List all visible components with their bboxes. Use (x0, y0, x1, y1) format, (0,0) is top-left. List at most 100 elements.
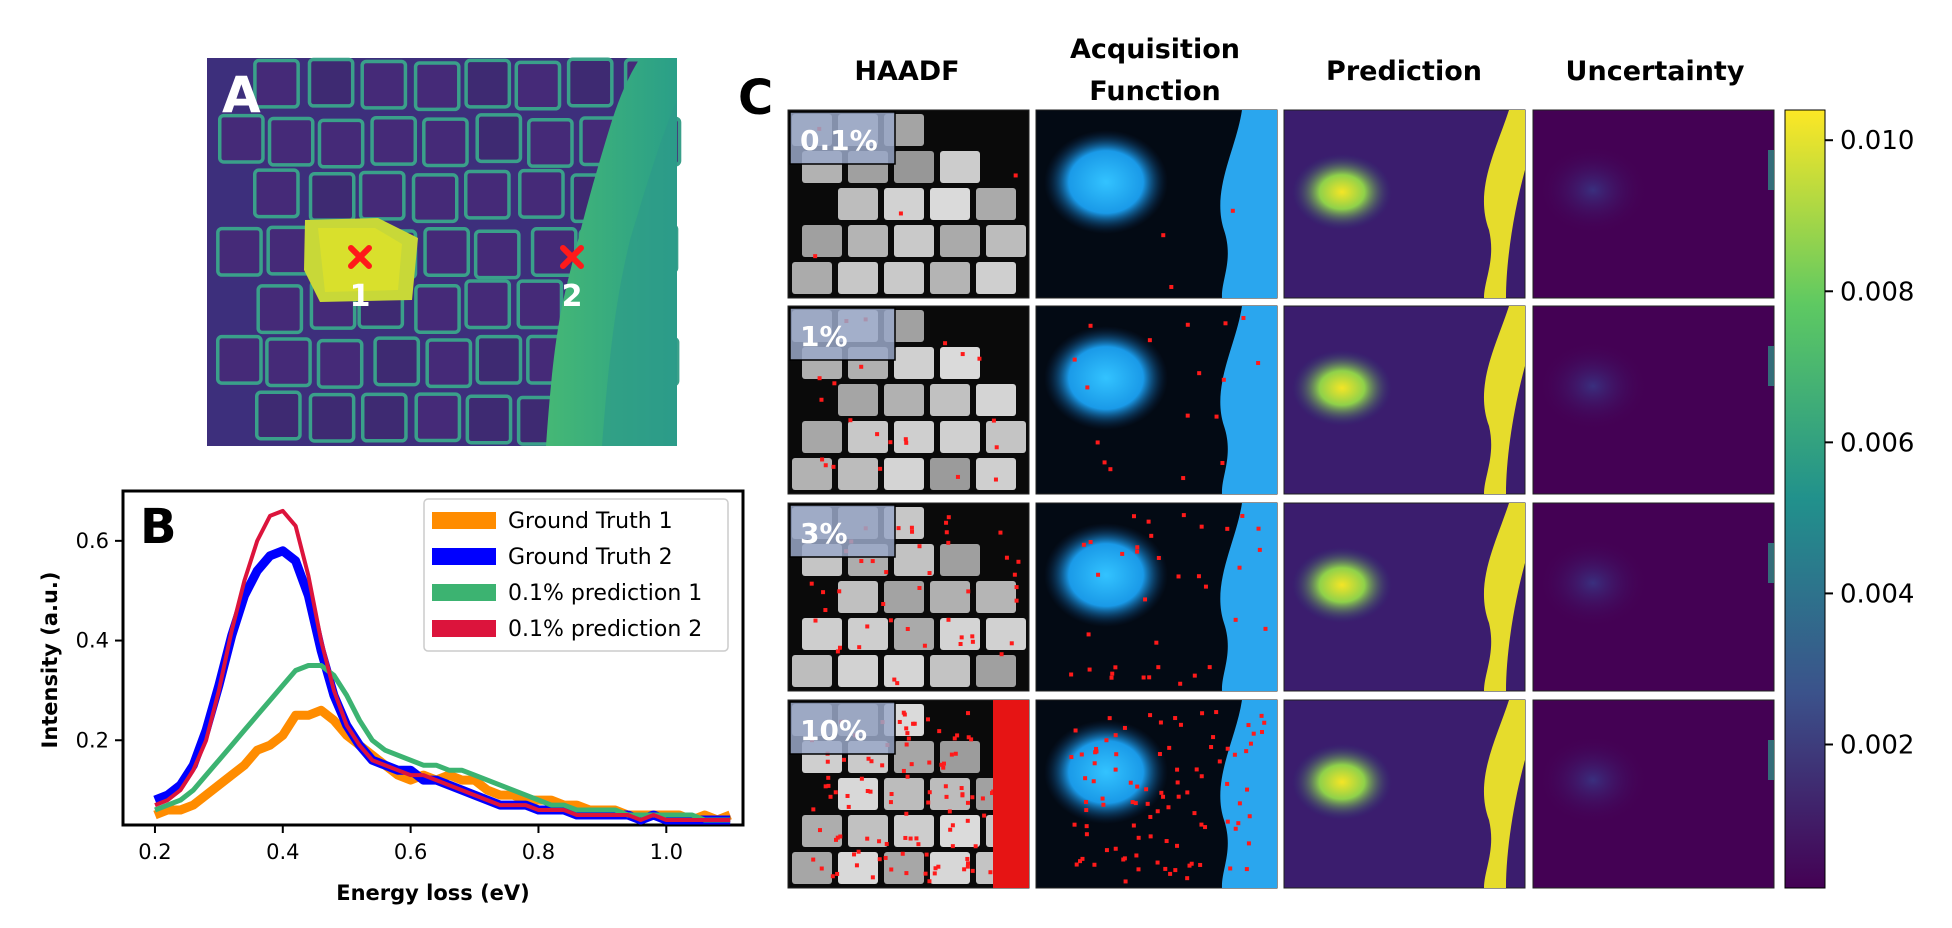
sample-point (1192, 673, 1197, 678)
sample-point (970, 795, 975, 800)
sample-point (877, 839, 882, 844)
sample-point (1100, 796, 1105, 801)
panel-c-letter: C (738, 70, 773, 126)
sample-point (820, 457, 825, 462)
sample-point (966, 589, 971, 594)
nanocube (475, 334, 523, 385)
sample-point (965, 861, 970, 866)
haadf-cube (930, 581, 970, 613)
sample-point (1181, 476, 1186, 481)
sample-point (1176, 574, 1181, 579)
haadf-cube (848, 421, 888, 453)
sample-point (1225, 746, 1230, 751)
colorbar-gradient (1784, 109, 1826, 889)
uncertainty-image (1532, 699, 1775, 889)
sample-point (1161, 233, 1166, 238)
row-label: 0.1% (800, 124, 878, 157)
nanocube (267, 116, 315, 167)
haadf-cube (976, 581, 1016, 613)
sample-point (1113, 767, 1118, 772)
sample-point (941, 761, 946, 766)
chart-ylabel: Intensity (a.u.) (38, 571, 62, 748)
sample-point (946, 617, 951, 622)
sample-point (1148, 814, 1153, 819)
nanocube (253, 58, 300, 109)
sample-point (865, 836, 870, 841)
haadf-cube (838, 852, 878, 884)
haadf-cube (792, 262, 832, 294)
sample-point (955, 733, 960, 738)
haadf-cube (940, 815, 980, 847)
sample-point (1147, 338, 1152, 343)
sample-point (1259, 713, 1264, 718)
prediction-edge (1483, 700, 1525, 888)
sample-point (1131, 514, 1136, 519)
sample-point (832, 381, 837, 386)
sample-point (1247, 814, 1252, 819)
sample-point (1113, 846, 1118, 851)
sample-point (969, 737, 974, 742)
sample-point (865, 624, 870, 629)
sample-point (1148, 713, 1153, 718)
sample-point (1084, 799, 1089, 804)
sample-point (1130, 800, 1135, 805)
nanocube (255, 390, 302, 441)
uncertainty-image (1532, 109, 1775, 299)
sample-point (898, 211, 903, 216)
column-title-function: Function (1089, 76, 1220, 107)
haadf-cube (986, 421, 1026, 453)
sample-point (857, 645, 862, 650)
uncertainty-edge (1768, 543, 1774, 583)
sample-point (859, 776, 864, 781)
series-line-4 (154, 508, 731, 822)
sampled-edge (993, 700, 1029, 888)
column-title-haadf: HAADF (854, 56, 959, 87)
haadf-cube (894, 741, 934, 773)
sample-point (1198, 862, 1203, 867)
sample-point (905, 731, 910, 736)
sample-point (842, 757, 847, 762)
sample-point (952, 736, 957, 741)
sample-point (1157, 752, 1162, 757)
sample-point (1175, 843, 1180, 848)
sample-point (1225, 526, 1230, 531)
sample-point (1209, 745, 1214, 750)
sample-point (914, 836, 919, 841)
sample-point (965, 856, 970, 861)
sample-point (917, 585, 922, 590)
sample-point (1102, 460, 1107, 465)
sample-point (936, 864, 941, 869)
sample-point (965, 818, 970, 823)
sample-point (1123, 879, 1128, 884)
haadf-cube (894, 225, 934, 257)
sample-point (1128, 780, 1133, 785)
sample-point (966, 711, 971, 716)
prediction-edge (1483, 306, 1525, 494)
uncertainty-edge (1768, 740, 1774, 780)
sample-point (950, 823, 955, 828)
sample-point (924, 852, 929, 857)
nanocube (527, 117, 574, 168)
sample-point (1167, 745, 1172, 750)
sample-point (1221, 377, 1226, 382)
haadf-cube (930, 778, 970, 810)
sample-point (962, 867, 967, 872)
sample-point (1078, 859, 1083, 864)
sample-point (869, 759, 874, 764)
sample-point (837, 589, 842, 594)
sample-point (1232, 752, 1237, 757)
sample-point (828, 794, 833, 799)
sample-point (1246, 841, 1251, 846)
sample-point (1135, 549, 1140, 554)
marker-1-icon (348, 245, 372, 269)
sample-point (926, 800, 931, 805)
prediction-image (1283, 305, 1526, 495)
colorbar-tick-label: 0.002 (1840, 730, 1914, 760)
nanocube (514, 60, 562, 111)
haadf-cube (848, 225, 888, 257)
nanocube (316, 338, 364, 389)
sample-point (1069, 672, 1074, 677)
sample-point (1107, 716, 1112, 721)
sample-point (1122, 856, 1127, 861)
row-label: 1% (800, 320, 848, 353)
